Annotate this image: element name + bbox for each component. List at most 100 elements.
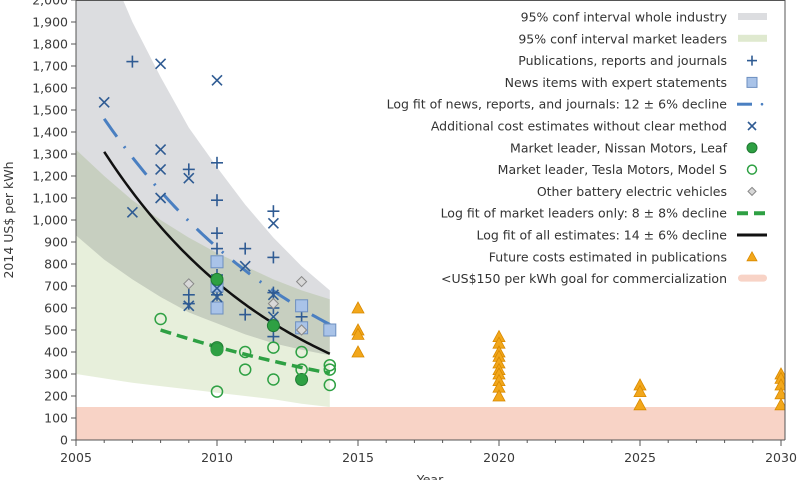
point-x-6 [183,172,195,184]
point-open-circle-2 [210,343,224,357]
point-x-2-b [155,58,167,70]
point-diamond-3 [295,324,308,336]
y-tick-label: 1,800 [32,37,68,52]
point-x-11 [239,260,251,272]
point-open-circle-8 [295,363,308,376]
point-plus-5 [211,194,223,207]
legend-label: Log fit of market leaders only: 8 ± 8% d… [441,206,728,221]
y-tick-label: 300 [44,367,68,382]
x-tick-label: 2025 [624,450,656,465]
legend-label: Future costs estimated in publications [489,249,727,264]
y-tick-label: 1,700 [32,59,68,74]
y-tick-label: 1,600 [32,81,68,96]
legend-swatch-plus [747,55,757,66]
point-diamond-2 [295,275,308,288]
legend-swatch-filled-circle [746,142,758,154]
legend-swatch-open-circle [746,164,758,175]
point-triangle-13 [492,389,506,402]
legend-label: 95% conf interval whole industry [521,10,728,25]
band-1 [76,149,330,407]
y-tick-label: 1,200 [32,169,68,184]
y-tick-label: 2,000 [32,0,68,8]
point-x-6-b [183,172,195,184]
point-diamond-1 [267,297,280,310]
point-plus-3 [182,297,195,310]
point-x-2 [155,58,167,70]
fit-line-1 [160,328,331,376]
point-x-7 [183,300,195,312]
point-diamond-0 [183,278,195,290]
legend-swatch-triangle [746,250,758,262]
point-x-8 [211,74,223,86]
fit-line-0 [102,117,331,326]
point-plus-14 [267,286,280,299]
legend-swatch-x-b [747,121,757,131]
point-plus-1 [182,163,195,176]
point-x-5 [155,192,167,204]
legend-label: Other battery electric vehicles [537,184,727,199]
point-x-5-b [155,192,167,204]
point-open-circle-7 [295,345,308,359]
legend-swatch-band [738,13,767,20]
legend-swatch-diamond [747,186,757,197]
point-x-8-b [211,74,223,86]
point-square-5 [323,323,337,337]
point-x-13 [267,289,279,301]
point-plus-4 [211,156,223,169]
y-tick-label: 100 [44,411,68,426]
y-tick-label: 700 [44,279,68,294]
point-triangle-3 [351,345,365,358]
point-plus-7 [211,242,223,255]
point-filled-circle-3 [266,319,280,333]
legend-swatch-band [738,34,767,42]
point-x-4-b [155,163,167,175]
point-x-11-b [239,260,251,272]
legend-swatch-band [738,274,767,282]
point-open-circle-4 [238,363,252,376]
point-x-12 [267,217,279,229]
legend-label: Market leader, Nissan Motors, Leaf [510,140,728,155]
point-x-10-b [211,291,223,303]
band-2 [76,407,785,440]
y-tick-label: 1,100 [32,191,68,206]
point-square-2 [210,301,224,315]
x-tick-label: 2015 [342,450,374,465]
y-tick-label: 900 [44,235,68,250]
point-open-circle-11 [323,378,337,392]
y-tick-label: 0 [60,433,68,448]
y-axis-label: 2014 US$ per kWh [1,161,16,278]
point-square-3 [295,299,309,313]
point-filled-circle-0 [210,272,224,286]
legend-label: Market leader, Tesla Motors, Model S [498,162,727,177]
point-x-10 [211,291,223,303]
y-tick-label: 1,300 [32,147,68,162]
point-plus-17 [295,310,308,323]
point-triangle-21 [774,397,785,411]
point-square-0 [210,255,224,269]
point-triangle-2 [351,327,365,340]
point-plus-11 [239,308,252,321]
legend-label: Additional cost estimates without clear … [431,119,727,134]
point-x-1-b [126,206,138,218]
point-plus-13 [267,251,280,264]
point-open-circle-9 [323,358,337,372]
y-tick-label: 200 [44,389,68,404]
x-tick-label: 2005 [60,450,92,465]
point-x-13-b [267,289,279,301]
point-x-0 [98,96,110,108]
y-tick-label: 1,500 [32,103,68,118]
point-x-12-b [267,217,279,229]
legend-label: Publications, reports and journals [518,53,727,68]
point-plus-16 [267,330,280,343]
point-x-0-b [98,96,110,108]
point-x-4 [155,163,167,175]
y-tick-label: 500 [44,323,68,338]
y-tick-label: 1,400 [32,125,68,140]
point-plus-6 [211,227,223,240]
legend-label: Log fit of all estimates: 14 ± 6% declin… [476,228,727,243]
point-open-circle-0 [154,312,167,326]
point-plus-0 [126,55,139,68]
legend-label: 95% conf interval market leaders [518,31,727,46]
point-open-circle-5 [267,341,280,354]
